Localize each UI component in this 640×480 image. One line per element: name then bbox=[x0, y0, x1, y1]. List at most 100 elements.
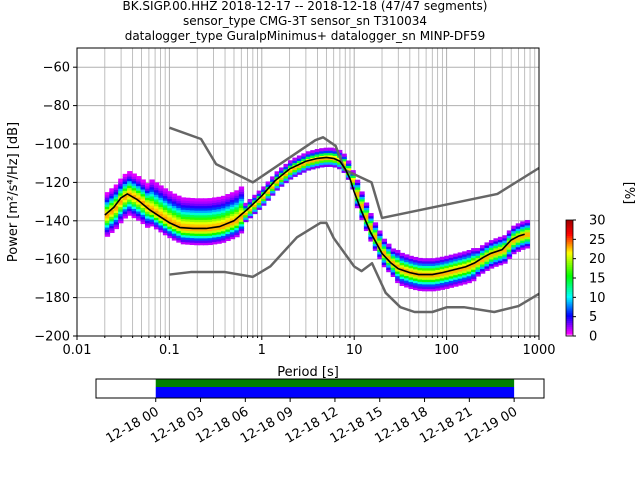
pdf-cell bbox=[395, 261, 401, 265]
colorbar-segment bbox=[566, 332, 573, 335]
pdf-cell bbox=[198, 225, 204, 230]
pdf-cell bbox=[131, 203, 137, 207]
pdf-cell bbox=[234, 217, 240, 222]
pdf-cell bbox=[256, 192, 262, 197]
pdf-cell bbox=[314, 149, 321, 153]
colorbar-segment bbox=[566, 235, 573, 238]
pdf-cell bbox=[171, 216, 178, 220]
pdf-cell bbox=[207, 230, 213, 234]
pdf-cell bbox=[104, 201, 111, 205]
colorbar-segment bbox=[566, 324, 573, 327]
pdf-cell bbox=[354, 188, 361, 193]
pdf-cell bbox=[426, 285, 432, 290]
pdf-cell bbox=[354, 195, 361, 200]
pdf-cell bbox=[140, 186, 146, 190]
pdf-cell bbox=[162, 229, 169, 233]
pdf-cell bbox=[212, 215, 218, 220]
pdf-cell bbox=[354, 186, 361, 190]
pdf-cell bbox=[390, 264, 396, 268]
pdf-cell bbox=[462, 278, 468, 283]
pdf-cell bbox=[310, 161, 316, 165]
pdf-cell bbox=[113, 223, 120, 227]
pdf-cell bbox=[399, 259, 405, 263]
pdf-cell bbox=[279, 169, 285, 173]
pdf-cell bbox=[122, 206, 128, 210]
pdf-cell bbox=[162, 202, 169, 206]
pdf-cell bbox=[520, 244, 526, 248]
pdf-cell bbox=[158, 190, 164, 194]
pdf-cell bbox=[238, 186, 245, 190]
pdf-cell bbox=[354, 191, 361, 195]
pdf-cell bbox=[408, 258, 414, 262]
pdf-cell bbox=[104, 233, 111, 237]
pdf-cell bbox=[390, 269, 396, 273]
pdf-cell bbox=[185, 197, 191, 201]
pdf-cell bbox=[194, 235, 200, 239]
pdf-cell bbox=[506, 232, 513, 236]
pdf-cell bbox=[390, 255, 396, 259]
pdf-cell bbox=[310, 163, 316, 168]
pdf-cell bbox=[194, 202, 200, 207]
pdf-cell bbox=[180, 204, 187, 208]
pdf-cell bbox=[435, 266, 441, 271]
pdf-cell bbox=[131, 212, 137, 216]
pdf-cell bbox=[430, 276, 437, 280]
pdf-cell bbox=[104, 203, 111, 207]
pdf-cell bbox=[247, 208, 254, 212]
pdf-cell bbox=[104, 217, 111, 221]
pdf-cell bbox=[153, 216, 160, 221]
pdf-cell bbox=[390, 259, 396, 264]
pdf-cell bbox=[265, 192, 271, 197]
pdf-cell bbox=[368, 229, 374, 233]
pdf-cell bbox=[171, 205, 178, 209]
pdf-cell bbox=[502, 237, 508, 241]
pdf-cell bbox=[136, 185, 142, 189]
pdf-cell bbox=[252, 204, 258, 208]
pdf-cell bbox=[417, 269, 423, 273]
pdf-cell bbox=[149, 200, 155, 204]
pdf-cell bbox=[185, 241, 191, 245]
pdf-cell bbox=[421, 260, 428, 264]
pdf-cell bbox=[194, 228, 200, 232]
pdf-cell bbox=[265, 181, 271, 185]
pdf-cell bbox=[408, 281, 414, 285]
pdf-cell bbox=[502, 255, 508, 260]
pdf-cell bbox=[180, 231, 187, 236]
pdf-cell bbox=[448, 280, 455, 284]
colorbar-segment bbox=[566, 283, 573, 287]
pdf-cell bbox=[350, 179, 356, 183]
pdf-cell bbox=[363, 204, 370, 209]
pdf-cell bbox=[171, 202, 178, 207]
psd-plot: 0.01 0.1 1 10 100 1000 −60 −80 −100 −120 −140 −160… bbox=[6, 47, 556, 380]
pdf-cell bbox=[243, 207, 249, 211]
pdf-cell bbox=[131, 205, 137, 209]
pdf-cell bbox=[372, 231, 379, 235]
colorbar-segment bbox=[566, 274, 573, 277]
pdf-cell bbox=[448, 259, 455, 263]
pdf-cell bbox=[377, 237, 383, 241]
pdf-cell bbox=[430, 274, 437, 278]
pdf-cell bbox=[421, 272, 428, 276]
pdf-cell bbox=[439, 256, 446, 260]
pdf-cell bbox=[180, 241, 187, 245]
pdf-cell bbox=[243, 218, 249, 223]
pdf-cell bbox=[413, 286, 419, 291]
pdf-cell bbox=[506, 241, 513, 246]
pdf-cell bbox=[194, 223, 200, 227]
pdf-cell bbox=[189, 198, 195, 202]
pdf-cell bbox=[220, 228, 227, 232]
pdf-cell bbox=[136, 194, 142, 198]
pdf-cell bbox=[225, 223, 231, 228]
pdf-cell bbox=[185, 213, 191, 218]
pdf-cell bbox=[162, 195, 169, 199]
pdf-cell bbox=[372, 247, 379, 251]
pdf-cell bbox=[104, 212, 111, 217]
pdf-cell bbox=[234, 206, 240, 210]
pdf-cell bbox=[136, 178, 142, 182]
pdf-cell bbox=[194, 207, 200, 211]
pdf-cell bbox=[185, 227, 191, 231]
pdf-cell bbox=[136, 215, 142, 219]
pdf-cell bbox=[171, 221, 178, 225]
pdf-cell bbox=[140, 216, 146, 220]
pdf-cell bbox=[430, 260, 437, 264]
